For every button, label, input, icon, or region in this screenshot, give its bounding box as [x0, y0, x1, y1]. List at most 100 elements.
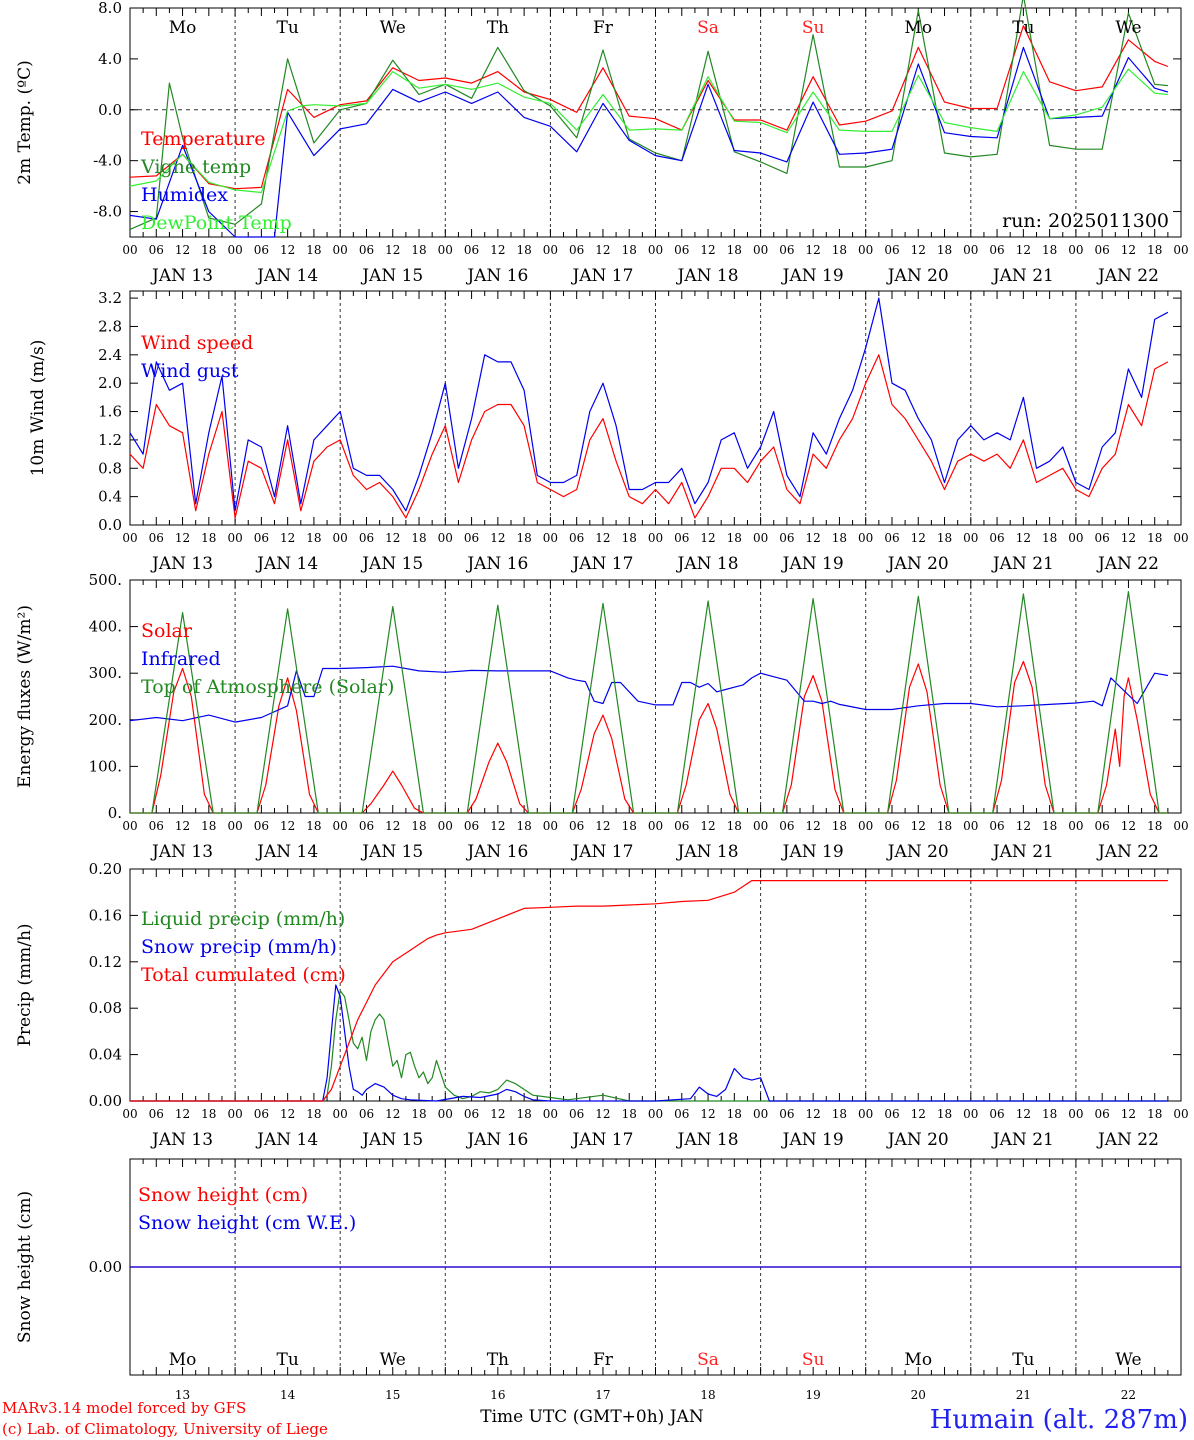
- day-label: We: [380, 18, 406, 38]
- hour-label: 12: [175, 531, 190, 545]
- series-line: [130, 990, 1168, 1102]
- hour-label: 06: [884, 531, 899, 545]
- y-tick-label: 0.04: [89, 1046, 122, 1064]
- y-tick-label: 0.00: [89, 1092, 122, 1110]
- series-line: [129, 297, 1169, 512]
- date-label: JAN 17: [570, 1130, 633, 1150]
- date-label: JAN 19: [781, 1130, 844, 1150]
- date-label: JAN 20: [886, 1130, 949, 1150]
- hour-label: 00: [648, 1107, 663, 1121]
- hour-label: 12: [280, 1107, 295, 1121]
- panel-precip: 0.00 0.04 0.08 0.12 0.16 0.20 Precip (mm/h) Liq…: [15, 860, 1189, 1150]
- y-tick-label: -8.0: [93, 203, 122, 221]
- hour-label: 12: [806, 531, 821, 545]
- hour-label: 18: [622, 243, 637, 257]
- hour-label: 06: [149, 819, 164, 833]
- hour-label: 12: [700, 819, 715, 833]
- hour-label: 06: [149, 531, 164, 545]
- hour-label: 12: [700, 243, 715, 257]
- hour-label: 06: [779, 1107, 794, 1121]
- series-line: [130, 984, 1168, 1102]
- day-label: Tu: [277, 1350, 299, 1370]
- hour-label: 18: [201, 819, 216, 833]
- hour-label: 06: [1095, 819, 1110, 833]
- legend-entry: Temperature: [141, 128, 265, 150]
- hour-label: 00: [648, 531, 663, 545]
- y-tick-label: 1.6: [98, 403, 122, 421]
- hour-label: 00: [333, 531, 348, 545]
- legend-entry: Snow height (cm): [138, 1184, 308, 1206]
- y-tick-label: 500.: [89, 571, 122, 589]
- hour-label: 18: [201, 1107, 216, 1121]
- day-number: 13: [175, 1388, 190, 1402]
- hour-label: 00: [753, 531, 768, 545]
- hour-label: 00: [438, 1107, 453, 1121]
- legend-entry: Wind gust: [141, 360, 239, 382]
- hour-label: 18: [832, 819, 847, 833]
- hour-label: 00: [1173, 1107, 1188, 1121]
- hour-label: 00: [963, 1107, 978, 1121]
- date-label: JAN 17: [570, 266, 633, 286]
- day-label: Tu: [277, 18, 299, 38]
- date-label: JAN 21: [991, 266, 1054, 286]
- hour-label: 06: [674, 531, 689, 545]
- panel-wind: 0.0 0.4 0.8 1.2 1.6 2.0 2.4 2.8 3.2 10m Wind (m/s…: [28, 289, 1189, 574]
- hour-label: 18: [937, 243, 952, 257]
- date-label: JAN 17: [570, 842, 633, 862]
- run-annotation: run: 2025011300: [1002, 210, 1169, 232]
- hour-label: 12: [490, 1107, 505, 1121]
- hour-label: 18: [727, 531, 742, 545]
- legend-entry: Vigne temp: [140, 156, 251, 178]
- hour-label: 12: [911, 531, 926, 545]
- hour-label: 06: [1095, 1107, 1110, 1121]
- day-label: We: [1115, 18, 1141, 38]
- hour-label: 06: [359, 531, 374, 545]
- date-label: JAN 13: [150, 266, 213, 286]
- y-tick-label: 0.: [108, 804, 122, 822]
- day-label: Th: [487, 1350, 509, 1370]
- y-axis-label: Snow height (cm): [15, 1191, 35, 1343]
- hour-label: 12: [595, 819, 610, 833]
- hour-label: 18: [1147, 1107, 1162, 1121]
- hour-label: 00: [858, 531, 873, 545]
- hour-label: 06: [254, 531, 269, 545]
- hour-label: 00: [1068, 1107, 1083, 1121]
- hour-label: 18: [306, 819, 321, 833]
- day-label: Su: [802, 1350, 825, 1370]
- y-tick-label: 0.16: [89, 906, 122, 924]
- hour-label: 18: [201, 243, 216, 257]
- day-number: 17: [595, 1388, 610, 1402]
- legend-entry: DewPoint Temp: [141, 212, 292, 234]
- y-axis-label: Energy fluxes (W/m²): [15, 605, 35, 788]
- y-tick-label: -4.0: [93, 152, 122, 170]
- hour-label: 06: [569, 1107, 584, 1121]
- hour-label: 00: [333, 243, 348, 257]
- y-tick-label: 3.2: [98, 289, 122, 307]
- date-label: JAN 13: [150, 554, 213, 574]
- date-label: JAN 21: [991, 554, 1054, 574]
- hour-label: 18: [201, 531, 216, 545]
- date-label: JAN 14: [255, 266, 318, 286]
- date-label: JAN 15: [360, 1130, 423, 1150]
- hour-label: 12: [700, 1107, 715, 1121]
- hour-label: 00: [1068, 819, 1083, 833]
- hour-label: 00: [122, 1107, 137, 1121]
- hour-label: 12: [911, 243, 926, 257]
- hour-label: 18: [516, 243, 531, 257]
- legend-entry: Wind speed: [141, 332, 253, 354]
- day-label: Fr: [593, 18, 614, 38]
- y-tick-label: 2.0: [98, 374, 122, 392]
- y-axis-label: Precip (mm/h): [15, 923, 35, 1046]
- date-label: JAN 15: [360, 842, 423, 862]
- hour-label: 12: [385, 531, 400, 545]
- date-label: JAN 14: [255, 554, 318, 574]
- hour-label: 00: [963, 243, 978, 257]
- day-number: 19: [806, 1388, 821, 1402]
- y-tick-label: 400.: [89, 618, 122, 636]
- hour-label: 12: [1016, 243, 1031, 257]
- day-number: 20: [911, 1388, 926, 1402]
- hour-label: 12: [1121, 1107, 1136, 1121]
- day-label: Su: [802, 18, 825, 38]
- hour-label: 06: [254, 243, 269, 257]
- hour-label: 00: [1173, 531, 1188, 545]
